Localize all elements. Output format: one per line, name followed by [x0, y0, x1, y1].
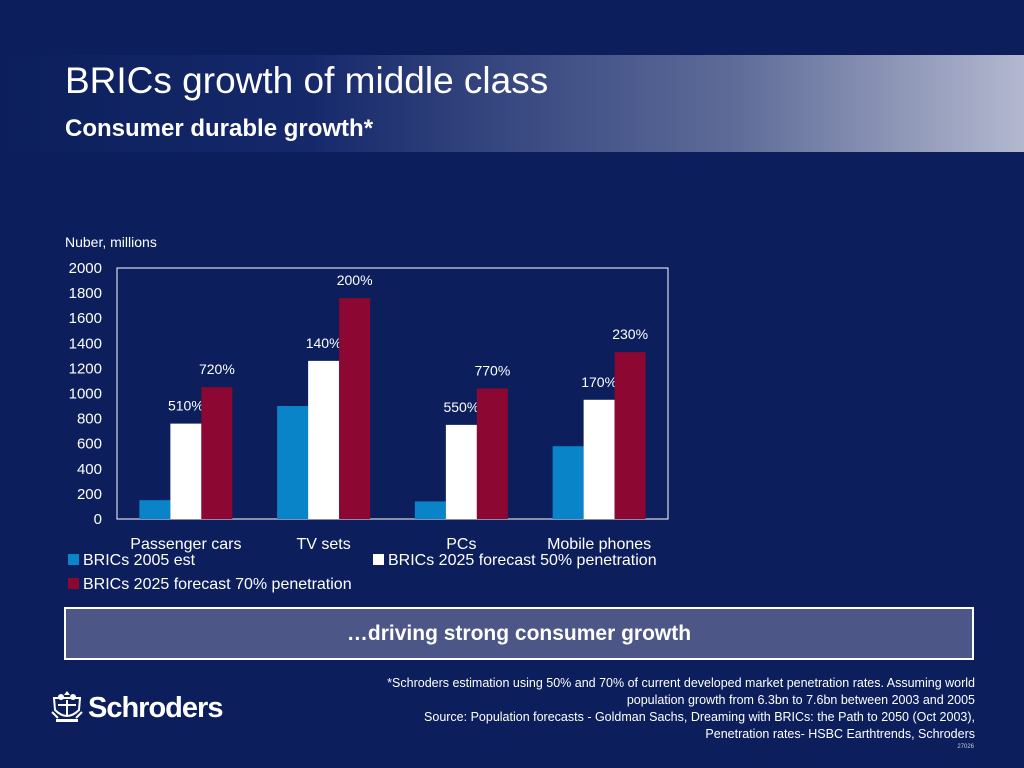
data-label: 720% — [199, 361, 235, 377]
data-label: 230% — [612, 326, 648, 342]
legend-swatch — [373, 554, 384, 565]
x-tick-label: PCs — [446, 536, 476, 553]
schroders-logo: Schroders — [50, 688, 223, 729]
bar — [614, 352, 646, 519]
page-subtitle: Consumer durable growth* — [65, 115, 374, 142]
footnote-line: population growth from 6.3bn to 7.6bn be… — [626, 693, 975, 707]
x-tick-label: TV sets — [297, 536, 351, 553]
page-title: BRICs growth of middle class — [65, 60, 549, 101]
bar — [339, 298, 371, 519]
legend-label: BRICs 2005 est — [83, 552, 196, 569]
y-tick-label: 1400 — [69, 335, 102, 352]
footnote-line: Source: Population forecasts - Goldman S… — [424, 710, 975, 724]
crest-icon — [50, 688, 84, 729]
plot-frame — [116, 267, 669, 520]
banner-text: …driving strong consumer growth — [346, 621, 692, 645]
y-tick-label: 2000 — [69, 260, 102, 277]
y-axis-label: Nuber, millions — [65, 234, 157, 250]
data-label: 550% — [443, 399, 479, 415]
footnote-line: *Schroders estimation using 50% and 70% … — [387, 676, 975, 690]
data-label: 200% — [337, 272, 373, 288]
footnote: *Schroders estimation using 50% and 70% … — [335, 675, 975, 743]
x-tick-label: Passenger cars — [130, 536, 241, 553]
bar — [583, 399, 615, 519]
bar — [201, 387, 233, 519]
data-label: 770% — [474, 362, 510, 378]
bar — [139, 500, 171, 519]
bar-chart: Nuber, millions 0 200 400 600 800 1000 1200 1400… — [65, 234, 669, 593]
bar — [445, 424, 477, 519]
legend-label: BRICs 2025 forecast 70% penetration — [83, 576, 352, 593]
data-label: 140% — [306, 335, 342, 351]
y-tick-label: 1200 — [69, 360, 102, 377]
bar — [308, 360, 340, 519]
footnote-line: Penetration rates- HSBC Earthtrends, Sch… — [705, 727, 975, 741]
data-label: 170% — [581, 374, 617, 390]
header-band — [0, 55, 1024, 152]
data-label: 510% — [168, 398, 204, 414]
y-tick-label: 1600 — [69, 310, 102, 327]
bar — [414, 501, 446, 519]
document-number: 27026 — [957, 744, 974, 750]
legend-label: BRICs 2025 forecast 50% penetration — [388, 552, 657, 569]
y-tick-label: 0 — [94, 511, 102, 528]
bar — [476, 388, 508, 519]
bar — [277, 406, 309, 519]
legend-swatch — [68, 578, 79, 589]
y-tick-label: 1800 — [69, 285, 102, 302]
conclusion-banner: …driving strong consumer growth — [64, 607, 974, 660]
y-tick-label: 1000 — [69, 386, 102, 403]
legend-swatch — [68, 554, 79, 565]
bar — [552, 446, 584, 519]
bar — [170, 423, 202, 519]
y-tick-label: 400 — [77, 461, 102, 478]
y-tick-label: 800 — [77, 411, 102, 428]
y-tick-label: 200 — [77, 486, 102, 503]
logo-text: Schroders — [88, 692, 223, 724]
x-tick-label: Mobile phones — [547, 536, 651, 553]
y-tick-label: 600 — [77, 436, 102, 453]
